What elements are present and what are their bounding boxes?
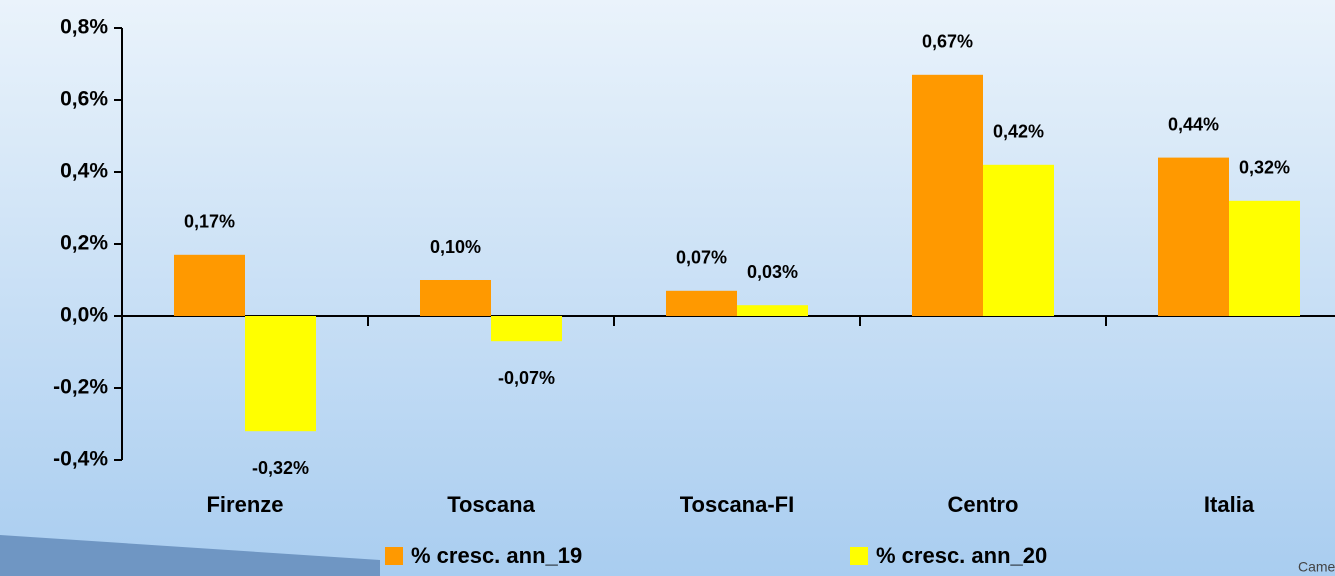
y-tick-label: 0,2% (60, 232, 108, 255)
x-tick-label: Toscana-FI (680, 492, 795, 517)
y-tick-label: -0,2% (53, 376, 108, 399)
y-tick-label: -0,4% (53, 448, 108, 471)
bar (491, 316, 562, 342)
decoration (0, 535, 380, 576)
value-label: -0,32% (252, 458, 309, 478)
value-label: 0,32% (1239, 158, 1290, 178)
legend-label: % cresc. ann_19 (411, 543, 582, 568)
value-label: 0,07% (676, 248, 727, 268)
bar (174, 254, 245, 316)
bar (666, 290, 737, 316)
value-label: 0,67% (922, 32, 973, 52)
value-label: 0,17% (184, 212, 235, 232)
legend-swatch (385, 547, 403, 565)
value-label: 0,44% (1168, 114, 1219, 134)
legend-label: % cresc. ann_20 (876, 543, 1047, 568)
bar (420, 280, 491, 316)
bar (1229, 200, 1300, 316)
value-label: 0,03% (747, 262, 798, 282)
bar (737, 305, 808, 316)
bar (912, 74, 983, 316)
bar (1158, 157, 1229, 316)
x-tick-label: Italia (1204, 492, 1255, 517)
value-label: -0,07% (498, 368, 555, 388)
y-tick-label: 0,4% (60, 160, 108, 183)
legend-swatch (850, 547, 868, 565)
logo-text: Came (1298, 559, 1335, 575)
value-label: 0,42% (993, 122, 1044, 142)
bar (245, 316, 316, 432)
bar (983, 164, 1054, 316)
value-label: 0,10% (430, 237, 481, 257)
y-tick-label: 0,0% (60, 304, 108, 327)
x-tick-label: Toscana (447, 492, 535, 517)
x-tick-label: Firenze (206, 492, 283, 517)
x-tick-label: Centro (948, 492, 1019, 517)
y-tick-label: 0,6% (60, 88, 108, 111)
y-tick-label: 0,8% (60, 16, 108, 39)
